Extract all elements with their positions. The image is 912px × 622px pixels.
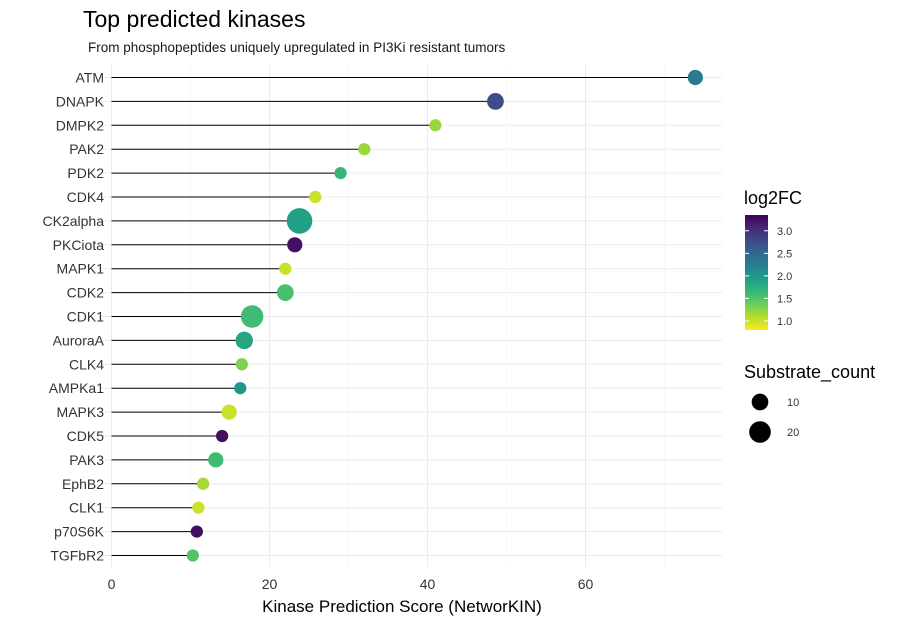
color-legend-tick-label: 2.0	[777, 271, 792, 283]
color-legend-tick-label: 2.5	[777, 248, 792, 260]
lollipop-point	[429, 119, 442, 132]
y-tick-label: AuroraA	[53, 332, 105, 348]
y-tick-label: TGFbR2	[50, 548, 104, 564]
lollipop-point	[235, 358, 248, 371]
x-tick-label: 40	[420, 576, 436, 592]
size-legend-label: 10	[787, 397, 799, 409]
lollipop-point	[192, 501, 205, 514]
size-legend-label: 20	[787, 427, 799, 439]
color-legend-tick-label: 1.5	[777, 293, 792, 305]
y-tick-label: MAPK3	[57, 404, 105, 420]
lollipop-points	[186, 69, 703, 562]
color-legend-tick-label: 3.0	[777, 226, 792, 238]
y-tick-label: DMPK2	[56, 117, 104, 133]
y-tick-label: CDK4	[67, 189, 105, 205]
y-tick-label: DNAPK	[56, 93, 105, 109]
y-tick-label: PAK2	[69, 141, 104, 157]
color-legend: log2FC 1.0 1.5 2.0 2.5 3.0	[744, 188, 802, 330]
size-legend-items: 10 20	[749, 393, 799, 443]
lollipop-stems	[111, 77, 696, 556]
lollipop-point	[197, 477, 210, 490]
lollipop-point	[309, 190, 322, 204]
lollipop-point	[334, 166, 347, 180]
y-tick-label: ATM	[75, 70, 104, 86]
y-tick-label: AMPKa1	[49, 380, 104, 396]
y-tick-label: CLK1	[69, 500, 104, 516]
lollipop-point	[279, 262, 292, 275]
y-tick-label: PDK2	[67, 165, 104, 181]
lollipop-point	[358, 143, 371, 156]
color-legend-bar	[745, 215, 768, 330]
lollipop-point	[487, 93, 504, 110]
x-tick-label: 60	[578, 576, 594, 592]
lollipop-point	[190, 525, 203, 538]
y-tick-label: p70S6K	[54, 524, 104, 540]
y-tick-label: CK2alpha	[43, 213, 105, 229]
lollipop-point	[240, 305, 264, 328]
lollipop-point	[208, 452, 224, 468]
y-tick-label: EphB2	[62, 476, 104, 492]
y-tick-label: CDK2	[67, 285, 105, 301]
chart-title: Top predicted kinases	[83, 6, 305, 32]
lollipop-point	[286, 208, 313, 234]
x-tick-label: 20	[262, 576, 278, 592]
x-axis-title: Kinase Prediction Score (NetworKIN)	[262, 597, 542, 616]
lollipop-point	[235, 331, 253, 350]
color-legend-title: log2FC	[744, 188, 802, 208]
y-tick-label: CLK4	[69, 356, 104, 372]
lollipop-point	[215, 429, 229, 443]
size-legend-key	[749, 421, 771, 443]
x-tick-label: 0	[108, 576, 116, 592]
lollipop-point	[221, 404, 237, 420]
y-axis-labels: ATM DNAPK DMPK2 PAK2 PDK2 CDK4 CK2alpha PKCiota…	[43, 70, 105, 564]
size-legend-title: Substrate_count	[744, 362, 875, 383]
y-tick-label: MAPK1	[57, 261, 105, 277]
lollipop-point	[234, 382, 247, 395]
y-tick-label: CDK1	[67, 309, 105, 325]
lollipop-point	[287, 237, 303, 253]
y-tick-label: PAK3	[69, 452, 104, 468]
y-tick-label: PKCiota	[53, 237, 105, 253]
color-legend-ticks: 1.0 1.5 2.0 2.5 3.0	[745, 226, 792, 328]
size-legend-key	[751, 393, 769, 411]
x-axis-tick-labels: 0 20 40 60	[108, 576, 594, 592]
color-legend-tick-label: 1.0	[777, 316, 792, 328]
lollipop-point	[186, 549, 199, 562]
lollipop-point	[276, 284, 294, 301]
lollipop-point	[687, 69, 703, 86]
y-tick-label: CDK5	[67, 428, 105, 444]
size-legend: Substrate_count 10 20	[744, 362, 875, 443]
chart-subtitle: From phosphopeptides uniquely upregulate…	[88, 40, 505, 55]
